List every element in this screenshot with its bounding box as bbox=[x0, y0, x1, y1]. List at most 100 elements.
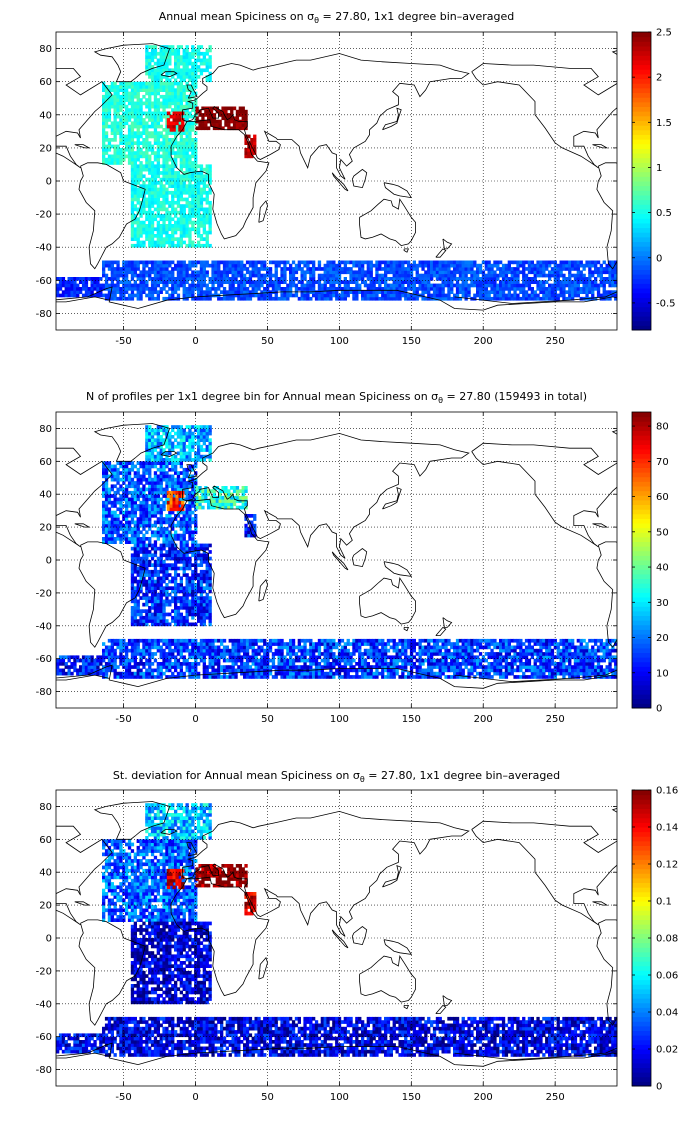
colorbar-swatch bbox=[632, 311, 651, 317]
data-cell bbox=[119, 101, 123, 106]
data-cell bbox=[142, 138, 146, 142]
data-cell bbox=[148, 217, 152, 222]
data-cell bbox=[611, 293, 615, 298]
data-cell bbox=[487, 283, 491, 288]
data-cell bbox=[231, 260, 235, 265]
data-cell bbox=[130, 507, 135, 512]
data-cell bbox=[136, 141, 140, 145]
data-cell bbox=[153, 121, 158, 126]
data-cell bbox=[176, 293, 181, 298]
data-cell bbox=[168, 200, 172, 205]
data-cell bbox=[332, 270, 336, 275]
data-cell bbox=[136, 174, 140, 179]
data-cell bbox=[504, 287, 509, 291]
data-cell bbox=[113, 530, 117, 535]
data-cell bbox=[142, 240, 146, 245]
data-cell bbox=[150, 101, 155, 106]
data-cell bbox=[145, 98, 149, 102]
data-cell bbox=[191, 227, 195, 232]
data-cell bbox=[516, 293, 520, 298]
data-cell bbox=[605, 270, 609, 275]
data-cell bbox=[133, 273, 137, 278]
data-cell bbox=[165, 98, 169, 102]
data-cell bbox=[185, 606, 189, 610]
data-cell bbox=[251, 263, 255, 268]
data-cell bbox=[165, 283, 169, 288]
data-cell bbox=[493, 277, 497, 281]
data-cell bbox=[418, 277, 422, 281]
data-cell bbox=[133, 527, 137, 531]
data-cell bbox=[507, 267, 511, 271]
data-cell bbox=[182, 537, 186, 541]
data-cell bbox=[162, 540, 166, 544]
data-cell bbox=[113, 81, 117, 86]
data-cell bbox=[179, 78, 183, 83]
data-cell bbox=[191, 487, 195, 492]
data-cell bbox=[245, 290, 250, 294]
data-cell bbox=[320, 277, 324, 281]
data-cell bbox=[145, 88, 149, 92]
data-cell bbox=[470, 263, 474, 268]
data-cell bbox=[191, 161, 195, 165]
data-cell bbox=[191, 164, 195, 169]
data-cell bbox=[171, 267, 175, 271]
data-cell bbox=[205, 240, 209, 245]
data-cell bbox=[176, 217, 181, 222]
data-cell bbox=[165, 58, 169, 63]
data-cell bbox=[199, 200, 204, 205]
data-cell bbox=[130, 510, 135, 515]
data-cell bbox=[56, 293, 60, 298]
data-cell bbox=[519, 270, 523, 275]
data-cell bbox=[182, 435, 186, 439]
data-cell bbox=[139, 615, 143, 620]
data-cell bbox=[145, 477, 149, 482]
data-cell bbox=[599, 280, 603, 284]
data-cell bbox=[150, 194, 155, 198]
data-cell bbox=[156, 240, 160, 245]
data-cell bbox=[156, 101, 160, 106]
data-cell bbox=[188, 141, 192, 145]
data-cell bbox=[366, 267, 370, 271]
data-cell bbox=[568, 283, 572, 288]
data-cell bbox=[199, 273, 204, 278]
data-cell bbox=[159, 441, 163, 446]
data-cell bbox=[142, 85, 146, 89]
data-cell bbox=[407, 267, 411, 271]
data-cell bbox=[510, 287, 514, 291]
data-cell bbox=[185, 280, 189, 284]
data-cell bbox=[453, 293, 457, 298]
data-cell bbox=[159, 94, 163, 99]
data-cell bbox=[545, 273, 549, 278]
data-cell bbox=[130, 606, 135, 610]
data-cell bbox=[174, 104, 178, 109]
data-cell bbox=[188, 481, 192, 485]
data-cell bbox=[516, 263, 520, 268]
data-cell bbox=[104, 464, 109, 469]
data-cell bbox=[188, 441, 192, 446]
data-cell bbox=[153, 111, 158, 116]
data-cell bbox=[156, 290, 160, 294]
data-cell bbox=[306, 293, 310, 298]
data-cell bbox=[421, 260, 425, 265]
data-cell bbox=[156, 154, 160, 159]
data-cell bbox=[174, 141, 178, 145]
data-cell bbox=[156, 490, 160, 495]
data-cell bbox=[176, 280, 181, 284]
data-cell bbox=[556, 293, 560, 298]
data-cell bbox=[185, 154, 189, 159]
data-cell bbox=[153, 267, 158, 271]
data-cell bbox=[150, 606, 155, 610]
data-cell bbox=[384, 296, 388, 301]
data-cell bbox=[130, 494, 135, 498]
data-cell bbox=[150, 177, 155, 182]
data-cell bbox=[438, 293, 442, 298]
data-cell bbox=[185, 527, 189, 531]
data-cell bbox=[188, 131, 192, 135]
data-cell bbox=[176, 171, 181, 175]
data-cell bbox=[191, 147, 195, 152]
data-cell bbox=[314, 280, 319, 284]
data-cell bbox=[159, 177, 163, 182]
data-cell bbox=[176, 425, 181, 429]
data-cell bbox=[156, 124, 160, 129]
